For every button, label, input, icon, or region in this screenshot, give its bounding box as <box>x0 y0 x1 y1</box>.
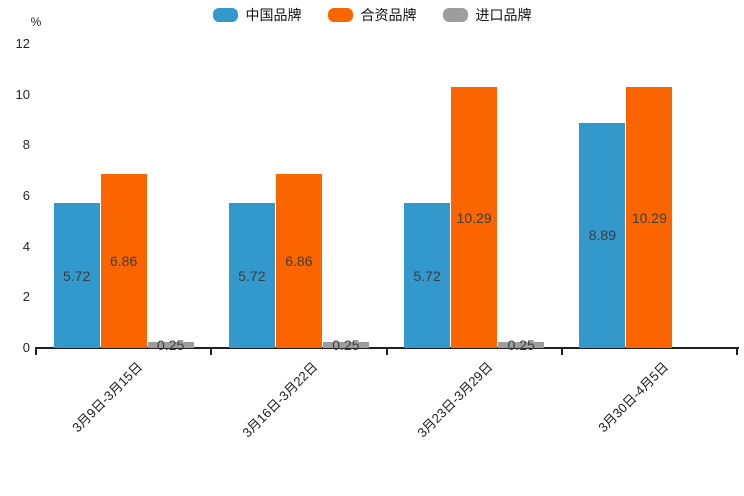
x-axis-category-label: 3月16日-3月22日 <box>239 359 321 441</box>
legend-label: 中国品牌 <box>245 7 302 23</box>
legend-item-china-brand: 中国品牌 <box>212 6 302 24</box>
legend-swatch-import-brand <box>442 8 468 22</box>
y-axis-tick-label: 2 <box>22 289 30 305</box>
bar-import-brand: 0.25 <box>322 337 369 353</box>
bar-value-label: 5.72 <box>63 267 91 284</box>
bar-value-label: 6.86 <box>285 253 313 270</box>
bar-value-label: 10.29 <box>631 209 667 226</box>
x-axis-line <box>36 347 739 349</box>
bar-value-label: 8.89 <box>588 227 616 244</box>
bar-joint-venture-brand: 6.86 <box>275 174 322 348</box>
bar-china-brand: 8.89 <box>579 122 626 348</box>
bar-china-brand: 5.72 <box>404 203 451 348</box>
legend-item-import-brand: 进口品牌 <box>442 6 532 24</box>
legend-swatch-china-brand <box>212 8 238 22</box>
x-axis-category-label: 3月30日-4月5日 <box>595 359 672 436</box>
x-axis-tick <box>385 347 388 355</box>
bar-value-label: 0.25 <box>157 336 185 353</box>
y-axis-tick-label: 10 <box>15 86 30 102</box>
y-axis-tick-label: 4 <box>22 238 30 254</box>
x-axis-category-label: 3月23日-3月29日 <box>414 359 496 441</box>
bar-import-brand: 0.25 <box>147 337 194 353</box>
y-axis-tick-label: 6 <box>22 188 30 203</box>
y-axis-unit-label: % <box>30 15 42 29</box>
legend: 中国品牌 合资品牌 进口品牌 <box>0 6 744 24</box>
legend-item-joint-venture-brand: 合资品牌 <box>327 6 417 24</box>
bar-value-label: 5.72 <box>413 267 441 284</box>
bar-value-label: 6.86 <box>110 253 138 270</box>
bar-value-label: 0.25 <box>332 336 360 353</box>
x-axis-category-label: 3月9日-3月15日 <box>69 359 146 436</box>
legend-label: 合资品牌 <box>360 7 417 23</box>
bar-import-brand: 0.25 <box>498 337 545 353</box>
bar-value-label: 10.29 <box>456 209 492 226</box>
bar-china-brand: 5.72 <box>53 203 100 348</box>
bar-china-brand: 5.72 <box>228 203 275 348</box>
bar-joint-venture-brand: 10.29 <box>626 87 673 348</box>
y-axis-tick-label: 8 <box>22 137 30 153</box>
legend-swatch-joint-venture-brand <box>327 8 353 22</box>
bar-value-label: 5.72 <box>238 267 266 284</box>
bar-value-label: 0.25 <box>507 336 535 353</box>
x-axis-tick <box>35 347 37 355</box>
y-axis-tick-label: 12 <box>15 36 30 51</box>
legend-label: 进口品牌 <box>475 7 532 23</box>
y-axis-tick-label: 0 <box>22 340 30 355</box>
x-axis-tick <box>210 347 213 355</box>
bar-joint-venture-brand: 6.86 <box>100 174 147 348</box>
x-axis-tick <box>560 347 563 355</box>
bar-joint-venture-brand: 10.29 <box>451 87 498 348</box>
x-axis-tick <box>736 347 738 355</box>
